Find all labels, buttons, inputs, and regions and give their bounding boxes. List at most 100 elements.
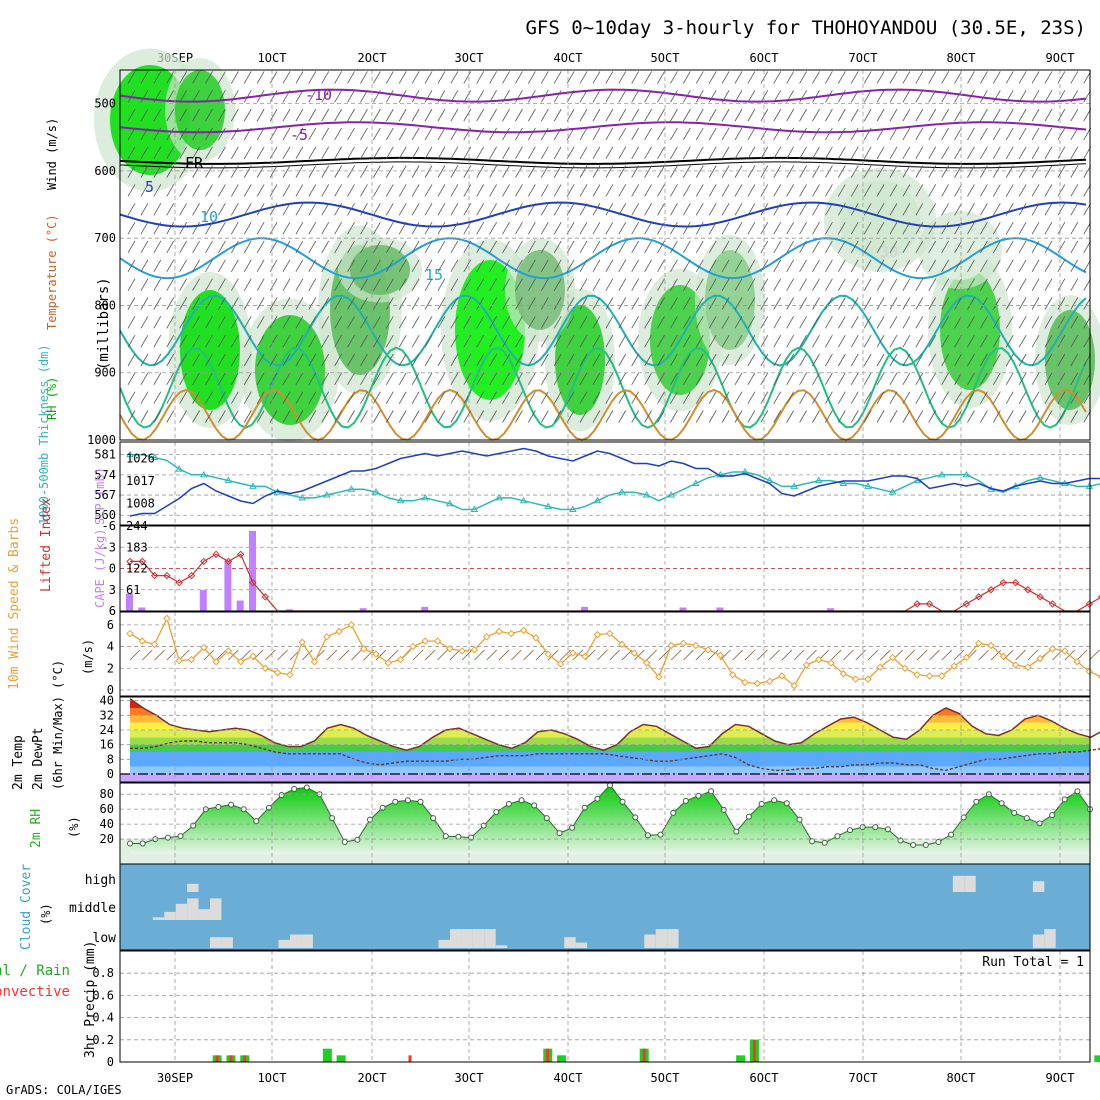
wind-barb [424, 127, 433, 141]
wind-marker [974, 639, 983, 648]
wind-barb [528, 259, 536, 273]
cape-tick-label: 61 [126, 583, 140, 597]
wind-barb [592, 259, 601, 273]
wind-barb [308, 353, 317, 367]
wind-barb [334, 108, 342, 122]
wind-barb [553, 203, 562, 216]
wind-barb [308, 334, 317, 348]
cloud-bar-low [438, 939, 450, 948]
wind-barb [256, 221, 265, 235]
wind-barb [915, 391, 924, 404]
wind-barb [127, 410, 136, 423]
wind-barb [437, 90, 446, 103]
wind-barb [437, 240, 446, 254]
wind-barb [463, 127, 472, 141]
wind-barb [734, 71, 743, 84]
thickness-marker [618, 488, 626, 495]
wind-barb [605, 221, 614, 235]
precip-tick-label: 0.8 [92, 966, 114, 980]
wind-barb [837, 297, 846, 310]
wind-barb [773, 391, 782, 404]
wind-barb [140, 353, 149, 367]
wind-barb [605, 108, 614, 122]
wind-barb [502, 71, 510, 84]
wind-barb [282, 278, 291, 291]
rh-marker [670, 809, 677, 816]
wind-barb [618, 108, 627, 122]
wind-barb [634, 649, 645, 661]
wind-barb [670, 316, 678, 329]
wind-barb [825, 108, 833, 122]
wind-barb [553, 127, 562, 141]
wind-barb [295, 146, 304, 160]
wind-barb [631, 127, 640, 141]
wind-barb [140, 410, 149, 423]
wind-barb [1044, 278, 1053, 291]
wind-barb [579, 165, 588, 178]
wind-barb [1031, 184, 1040, 197]
wind-barb [334, 334, 342, 348]
wind-barb [154, 649, 165, 661]
wind-barb [515, 127, 523, 141]
wind-barb [528, 71, 536, 84]
cloud-bar-middle [210, 898, 222, 920]
wind-barb [670, 278, 678, 291]
wind-barb [941, 203, 949, 216]
wind-barb [657, 108, 665, 122]
wind-barb [437, 278, 446, 291]
wind-barb [760, 391, 769, 404]
wind-barb [902, 316, 911, 329]
wind-barb [243, 108, 252, 122]
wind-barb [347, 71, 355, 84]
wind-marker [925, 672, 934, 680]
wind-barb [166, 108, 175, 122]
wind-barb [321, 90, 330, 103]
wind-barb [321, 184, 330, 197]
wind-barb [825, 278, 833, 291]
wind-barb [954, 259, 962, 273]
wind-barb [941, 297, 949, 310]
wind-barb [579, 108, 588, 122]
wind-barb [889, 165, 898, 178]
wind-barb [708, 165, 717, 178]
wind-barb [592, 334, 601, 348]
wind-barb [295, 410, 304, 423]
wind-barb [450, 221, 459, 235]
wind-marker [667, 641, 675, 650]
wind-barb [708, 203, 717, 216]
temp-contour [119, 121, 1087, 134]
wind-barb [928, 203, 937, 216]
wind-barb [1005, 316, 1014, 329]
li-marker [236, 550, 245, 559]
wind-barb [812, 410, 820, 423]
wind-marker [163, 614, 171, 623]
wind-barb [334, 240, 342, 254]
wind-barb [825, 90, 833, 103]
wind-barb [682, 184, 691, 197]
wind-barb [682, 410, 691, 423]
wind-barb [1057, 165, 1066, 178]
wind-barb [928, 146, 937, 160]
wind-barb [243, 334, 252, 348]
wind-barb [528, 127, 536, 141]
precip-conv-bar [229, 1055, 233, 1062]
wind-barb [1057, 278, 1066, 291]
cape-bar [224, 560, 232, 611]
wind-barb [540, 334, 549, 348]
wind-barb [398, 316, 407, 329]
wind-barb [398, 184, 407, 197]
wind-barb [670, 165, 678, 178]
wind-barb [205, 203, 213, 216]
wind-barb [708, 221, 717, 235]
wind-barb [837, 259, 846, 273]
wind-barb [618, 353, 627, 367]
wind-barb [502, 127, 510, 141]
wind-barb [140, 316, 149, 329]
wind-marker [212, 658, 220, 666]
wind-barb [230, 410, 239, 423]
wind-barb [256, 71, 265, 84]
wind-barb [850, 353, 859, 367]
wind-barb [644, 165, 652, 178]
wind-barb [398, 240, 407, 254]
wind-barb [1031, 71, 1040, 84]
